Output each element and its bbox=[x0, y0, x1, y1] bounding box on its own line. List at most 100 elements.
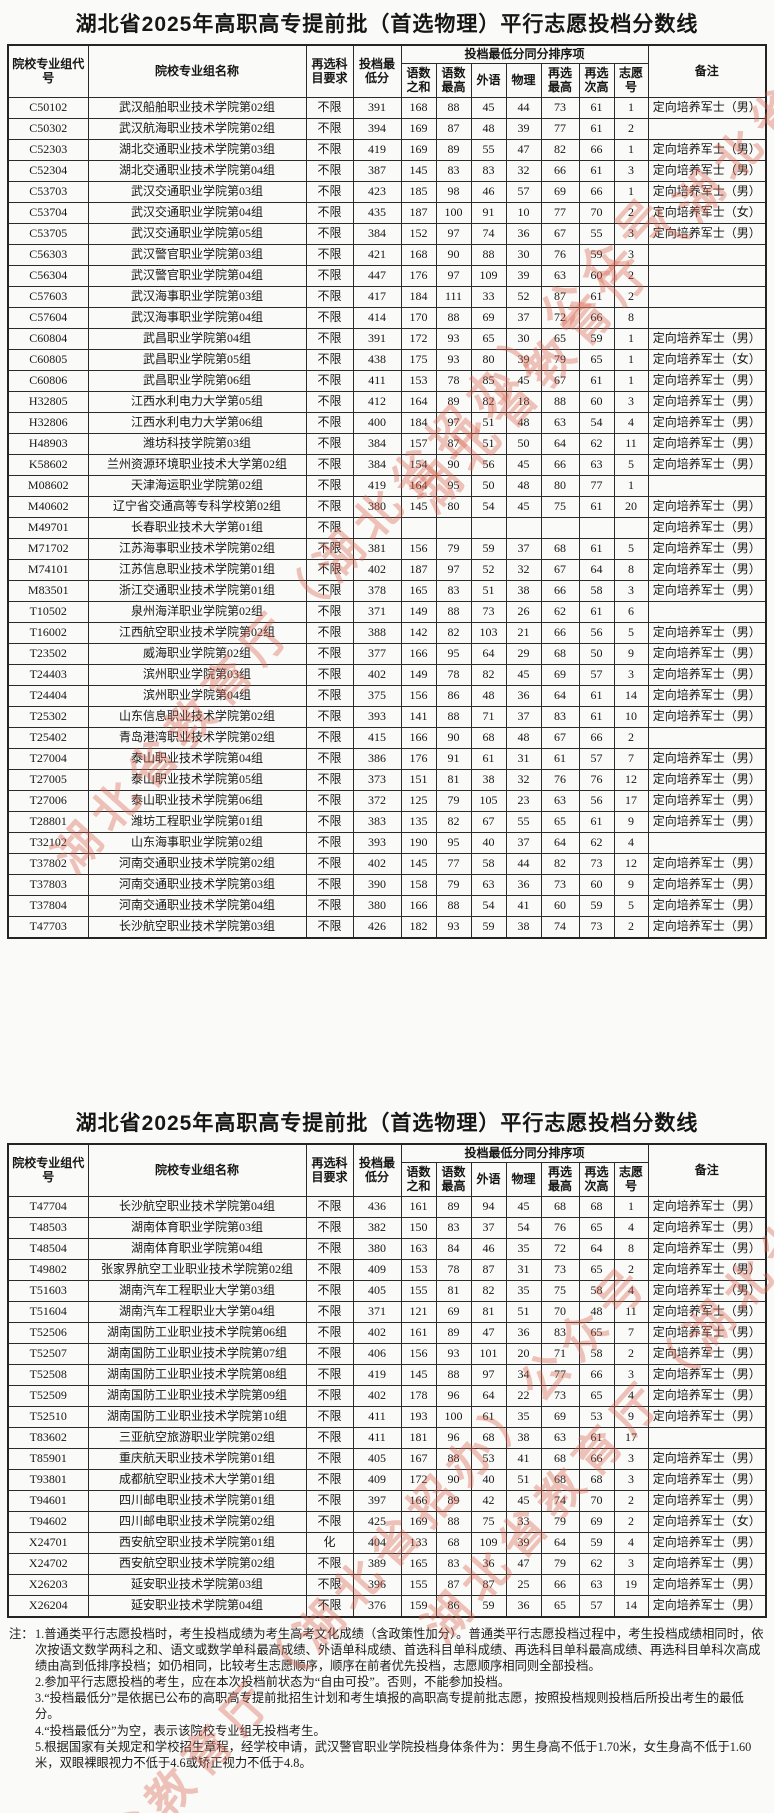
cell-chinese-math-max: 87 bbox=[435, 1574, 472, 1596]
cell-reselect-max: 63 bbox=[540, 412, 580, 434]
cell-foreign-lang: 109 bbox=[470, 1532, 507, 1554]
cell-chinese-math-max: 89 bbox=[435, 1490, 472, 1512]
cell-chinese-math-max: 93 bbox=[435, 328, 472, 350]
cell-volunteer-no: 10 bbox=[613, 706, 649, 728]
cell-foreign-lang: 47 bbox=[470, 1322, 507, 1344]
cell-chinese-math-sum: 142 bbox=[400, 622, 437, 644]
cell-physics: 36 bbox=[505, 1595, 542, 1618]
cell-reselect-second: 59 bbox=[578, 895, 615, 917]
cell-subject-req: 不限 bbox=[305, 1196, 354, 1218]
cell-chinese-math-sum: 170 bbox=[400, 307, 437, 329]
cell-remark: 定向培养军士（男） bbox=[647, 769, 767, 791]
cell-physics: 39 bbox=[505, 265, 542, 287]
table-row: T48503 湖南体育职业学院第03组 不限 382 150 83 37 54 76 65 4 定向培… bbox=[7, 1217, 767, 1239]
cell-volunteer-no: 11 bbox=[613, 1301, 649, 1323]
cell-min-score: 405 bbox=[352, 1448, 402, 1470]
cell-volunteer-no: 1 bbox=[613, 349, 649, 371]
cell-reselect-second: 61 bbox=[578, 538, 615, 560]
cell-reselect-second: 66 bbox=[578, 1364, 615, 1386]
cell-chinese-math-sum: 164 bbox=[400, 475, 437, 497]
cell-volunteer-no: 7 bbox=[613, 1322, 649, 1344]
cell-chinese-math-max: 78 bbox=[435, 664, 472, 686]
cell-reselect-second: 56 bbox=[578, 622, 615, 644]
cell-physics bbox=[505, 517, 542, 539]
cell-reselect-max: 67 bbox=[540, 370, 580, 392]
cell-chinese-math-max: 93 bbox=[435, 349, 472, 371]
cell-physics: 35 bbox=[505, 1280, 542, 1302]
cell-remark: 定向培养军士（女） bbox=[647, 349, 767, 371]
header-sub-1: 语数最高 bbox=[435, 1162, 472, 1197]
cell-group-code: T52508 bbox=[7, 1364, 89, 1386]
cell-min-score: 391 bbox=[352, 97, 402, 119]
cell-reselect-max: 68 bbox=[540, 538, 580, 560]
header-sub-3: 物理 bbox=[505, 63, 542, 98]
header-group-code: 院校专业组代号 bbox=[7, 44, 89, 98]
cell-group-code: C50102 bbox=[7, 97, 89, 119]
cell-min-score: 405 bbox=[352, 1280, 402, 1302]
cell-remark: 定向培养军士（男） bbox=[647, 1406, 767, 1428]
cell-reselect-max: 66 bbox=[540, 622, 580, 644]
cell-min-score: 393 bbox=[352, 706, 402, 728]
cell-volunteer-no: 8 bbox=[613, 307, 649, 329]
cell-foreign-lang: 51 bbox=[470, 433, 507, 455]
cell-reselect-second: 69 bbox=[578, 1511, 615, 1533]
cell-group-name: 泰山职业技术学院第05组 bbox=[87, 769, 307, 791]
cell-group-code: C60806 bbox=[7, 370, 89, 392]
footnote-item-2: 2.参加平行志愿投档的考生，应在本次投档前状态为“自由可投”。否则，不能参加投档… bbox=[35, 1675, 511, 1690]
cell-reselect-second: 50 bbox=[578, 643, 615, 665]
cell-chinese-math-sum: 161 bbox=[400, 1196, 437, 1218]
cell-chinese-math-max: 97 bbox=[435, 559, 472, 581]
cell-group-name: 潍坊工程职业学院第01组 bbox=[87, 811, 307, 833]
cell-reselect-max: 77 bbox=[540, 1364, 580, 1386]
cell-group-code: T23502 bbox=[7, 643, 89, 665]
cell-physics: 33 bbox=[505, 1511, 542, 1533]
cell-group-code: X26203 bbox=[7, 1574, 89, 1596]
cell-physics: 48 bbox=[505, 727, 542, 749]
cell-remark: 定向培养军士（男） bbox=[647, 559, 767, 581]
footnotes-items: 1.普通类平行志愿投档时，考生投档成绩为考生高考文化成绩（含政策性加分）。普通类… bbox=[35, 1626, 766, 1771]
cell-min-score: 447 bbox=[352, 265, 402, 287]
cell-physics: 37 bbox=[505, 832, 542, 854]
cell-subject-req: 不限 bbox=[305, 601, 354, 623]
cell-reselect-max: 68 bbox=[540, 643, 580, 665]
cell-volunteer-no: 11 bbox=[613, 433, 649, 455]
table-row: T52506 湖南国防工业职业技术学院第06组 不限 402 161 89 47 36 83 65… bbox=[7, 1322, 767, 1344]
cell-group-code: T37803 bbox=[7, 874, 89, 896]
table-row: T47703 长沙航空职业技术学院第03组 不限 426 182 93 59 38 74 73 2 定… bbox=[7, 916, 767, 939]
cell-group-name: 河南交通职业技术学院第04组 bbox=[87, 895, 307, 917]
cell-group-name: 四川邮电职业技术学院第02组 bbox=[87, 1511, 307, 1533]
cell-foreign-lang: 88 bbox=[470, 244, 507, 266]
cell-subject-req: 不限 bbox=[305, 433, 354, 455]
cell-reselect-second: 61 bbox=[578, 118, 615, 140]
cell-reselect-max: 69 bbox=[540, 1406, 580, 1428]
table-row: M40602 辽宁省交通高等专科学校第02组 不限 380 145 80 54 45 75 61 2… bbox=[7, 496, 767, 518]
cell-reselect-max: 66 bbox=[540, 160, 580, 182]
cell-reselect-second: 60 bbox=[578, 391, 615, 413]
cell-foreign-lang: 68 bbox=[470, 1427, 507, 1449]
cell-remark: 定向培养军士（男） bbox=[647, 748, 767, 770]
score-table-1: 院校专业组代号 院校专业组名称 再选科目要求 投档最低分 投档最低分同分排序项 备注 语数之… bbox=[7, 44, 767, 939]
cell-reselect-max: 68 bbox=[540, 1196, 580, 1218]
cell-volunteer-no: 3 bbox=[613, 1448, 649, 1470]
table-header: 院校专业组代号 院校专业组名称 再选科目要求 投档最低分 投档最低分同分排序项 备注 语数之… bbox=[7, 44, 767, 98]
header-row-2: 语数之和 语数最高 外语 物理 再选最高 再选次高 志愿号 bbox=[8, 63, 766, 98]
cell-chinese-math-max: 69 bbox=[435, 1301, 472, 1323]
cell-group-name: 武汉航海职业技术学院第02组 bbox=[87, 118, 307, 140]
cell-physics: 37 bbox=[505, 538, 542, 560]
cell-group-code: T47704 bbox=[7, 1196, 89, 1218]
cell-physics: 39 bbox=[505, 349, 542, 371]
cell-physics: 47 bbox=[505, 139, 542, 161]
cell-physics: 39 bbox=[505, 118, 542, 140]
cell-reselect-second: 62 bbox=[578, 832, 615, 854]
table-row: C57604 武汉海事职业学院第04组 不限 414 170 88 69 37 72 66 8 bbox=[7, 307, 767, 329]
cell-chinese-math-sum: 166 bbox=[400, 643, 437, 665]
cell-group-name: 泰山职业技术学院第06组 bbox=[87, 790, 307, 812]
cell-physics: 57 bbox=[505, 181, 542, 203]
cell-chinese-math-max: 82 bbox=[435, 622, 472, 644]
cell-group-name: 四川邮电职业技术学院第01组 bbox=[87, 1490, 307, 1512]
cell-remark bbox=[647, 265, 767, 287]
cell-group-code: C53703 bbox=[7, 181, 89, 203]
cell-chinese-math-sum: 156 bbox=[400, 1343, 437, 1365]
cell-volunteer-no: 5 bbox=[613, 622, 649, 644]
cell-group-code: T27004 bbox=[7, 748, 89, 770]
